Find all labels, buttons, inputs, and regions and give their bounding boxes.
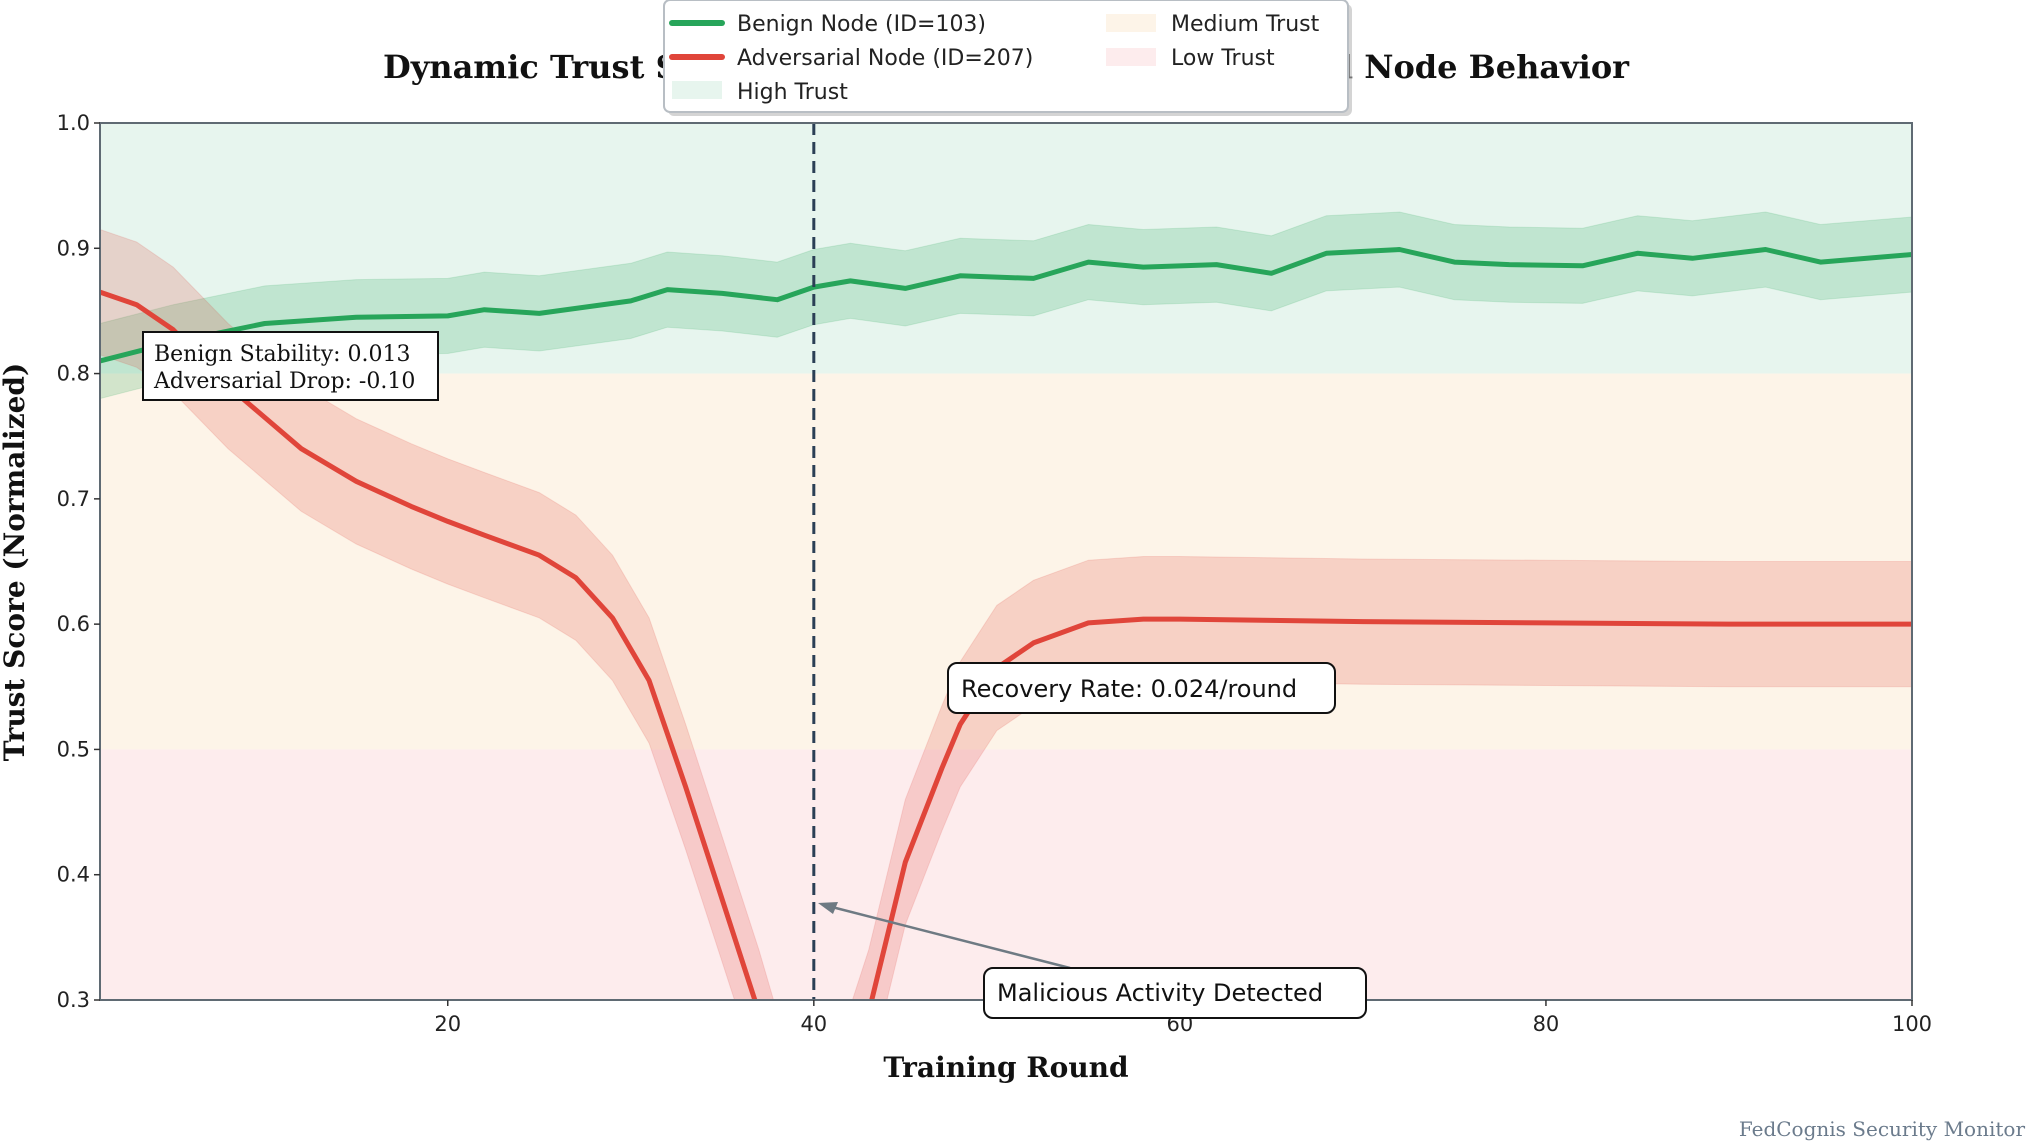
y-tick-label: 0.7 — [57, 487, 90, 511]
benign-confidence-band — [100, 211, 1912, 400]
arrow-head-icon — [818, 902, 838, 914]
malicious-text: Malicious Activity Detected — [997, 979, 1323, 1007]
legend-adversarial-label: Adversarial Node (ID=207) — [737, 46, 1033, 71]
series-lines — [100, 247, 1912, 1000]
y-tick-label: 0.8 — [57, 362, 90, 386]
legend-medium-swatch — [1106, 14, 1156, 32]
malicious-arrow — [827, 904, 1071, 970]
adversarial-trust-line — [100, 289, 1912, 1000]
legend-benign-label: Benign Node (ID=103) — [737, 12, 986, 37]
trust-bands — [100, 123, 1912, 1000]
x-tick-label: 80 — [1533, 1012, 1560, 1036]
legend-low-label: Low Trust — [1171, 46, 1275, 71]
y-tick-label: 0.3 — [57, 988, 90, 1012]
stats-annotation: Benign Stability: 0.013 Adversarial Drop… — [142, 331, 439, 401]
recovery-text: Recovery Rate: 0.024/round — [961, 675, 1297, 703]
benign-trust-line — [100, 247, 1912, 364]
legend-high-swatch — [672, 81, 722, 99]
confidence-bands — [100, 211, 1912, 1000]
stats-line-1: Benign Stability: 0.013 — [154, 342, 411, 367]
legend: Benign Node (ID=103) Adversarial Node (I… — [663, 0, 1352, 116]
x-tick-label: 40 — [800, 1012, 827, 1036]
legend-low-swatch — [1106, 48, 1156, 66]
x-axis-label: Training Round — [883, 1051, 1128, 1084]
recovery-annotation: Recovery Rate: 0.024/round — [947, 662, 1336, 714]
x-axis-ticks: 20 40 60 80 100 — [434, 1000, 1932, 1036]
x-tick-label: 100 — [1892, 1012, 1932, 1036]
stats-line-2: Adversarial Drop: -0.10 — [153, 369, 415, 394]
malicious-annotation: Malicious Activity Detected — [818, 902, 1367, 1019]
low-trust-band — [100, 749, 1912, 1000]
watermark: FedCognis Security Monitor — [1739, 1117, 2026, 1141]
x-tick-label: 20 — [434, 1012, 461, 1036]
adversarial-confidence-band — [100, 228, 1912, 1000]
y-axis-label: Trust Score (Normalized) — [0, 363, 31, 761]
y-axis-ticks: 0.3 0.4 0.5 0.6 0.7 0.8 0.9 1.0 — [57, 111, 100, 1012]
y-tick-label: 1.0 — [57, 111, 90, 135]
legend-high-label: High Trust — [737, 80, 848, 105]
y-tick-label: 0.5 — [57, 737, 90, 761]
y-tick-label: 0.4 — [57, 863, 90, 887]
y-tick-label: 0.9 — [57, 236, 90, 260]
legend-medium-label: Medium Trust — [1171, 12, 1320, 37]
y-tick-label: 0.6 — [57, 612, 90, 636]
